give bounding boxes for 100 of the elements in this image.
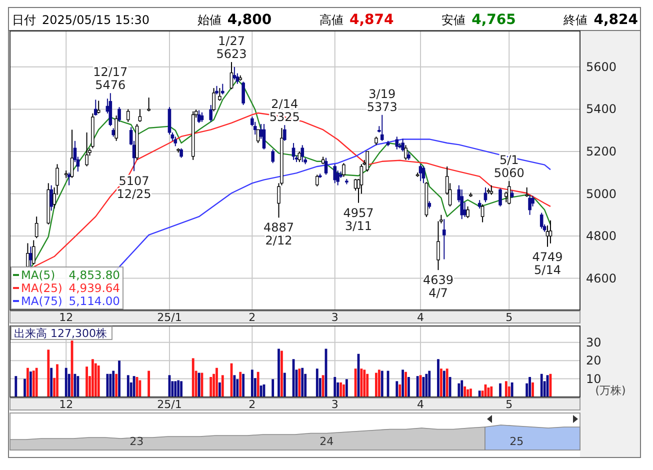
candlestick — [342, 162, 346, 178]
bar — [460, 380, 464, 397]
bar — [56, 364, 58, 397]
bar — [109, 374, 112, 397]
x-tick-label: 25/1 — [157, 398, 182, 411]
x-tick-label: 5 — [506, 311, 513, 324]
candlestick — [324, 157, 328, 176]
bar — [94, 363, 97, 397]
candlestick — [253, 121, 257, 136]
candlestick — [271, 148, 274, 164]
candlestick — [32, 240, 36, 266]
bar — [86, 366, 88, 397]
candlestick — [212, 88, 216, 112]
bar — [118, 360, 120, 397]
annotation: 3/19 5373 — [366, 86, 398, 114]
candlestick — [242, 81, 245, 106]
bar — [334, 376, 336, 397]
candlestick — [528, 194, 532, 216]
candlestick — [180, 148, 183, 158]
y-tick-label: 5600 — [586, 60, 617, 74]
candlestick — [85, 132, 88, 167]
annotation: 4957 3/11 — [343, 206, 374, 233]
candlestick — [114, 115, 118, 142]
text: 高値 4,874 — [319, 12, 394, 28]
bar — [442, 370, 446, 397]
candlestick — [401, 138, 404, 152]
bar — [91, 359, 94, 397]
candlestick — [300, 144, 304, 163]
candlestick — [460, 189, 464, 220]
bar — [97, 366, 100, 397]
candlestick — [108, 92, 112, 127]
x-tick-label: 12 — [59, 398, 74, 411]
bar — [242, 374, 245, 397]
bar — [64, 368, 68, 397]
candlestick — [218, 88, 222, 102]
bar — [470, 388, 472, 397]
x-tick-label: 2 — [248, 398, 256, 411]
bar — [298, 368, 301, 397]
bar — [345, 379, 348, 397]
bar — [316, 368, 318, 397]
x-tick-label: 4 — [417, 398, 424, 411]
bar — [24, 378, 26, 397]
y-tick-label: 5000 — [586, 186, 617, 201]
y-tick-label: 4600 — [586, 271, 617, 286]
bar — [342, 384, 345, 397]
bar — [148, 370, 150, 397]
bar — [14, 376, 18, 397]
bar — [466, 389, 469, 397]
annotation: 4749 5/14 — [532, 250, 563, 277]
candlestick — [126, 108, 130, 122]
bar — [398, 384, 402, 397]
candlestick — [209, 104, 212, 122]
bar — [35, 368, 38, 397]
candlestick — [197, 110, 201, 124]
candlestick — [118, 106, 121, 122]
bar — [126, 375, 130, 397]
bar — [437, 359, 440, 397]
bar — [425, 374, 428, 397]
candlestick — [422, 166, 426, 184]
bar — [532, 382, 534, 397]
bar — [301, 368, 304, 397]
candlestick — [316, 174, 319, 187]
x-tick-label: 24 — [320, 435, 334, 448]
candlestick — [490, 184, 494, 196]
candlestick — [256, 129, 260, 144]
x-tick-label: 3 — [331, 311, 338, 324]
y-tick-label: 4800 — [586, 229, 617, 244]
candlestick — [283, 124, 286, 142]
x-tick-label: 2 — [248, 311, 256, 324]
bar — [272, 379, 274, 397]
bar — [408, 376, 410, 397]
bar — [278, 348, 280, 397]
bar — [221, 375, 224, 397]
bar — [378, 370, 380, 397]
bar — [218, 382, 221, 397]
x-tick-label: 25 — [510, 435, 524, 448]
candlestick — [498, 188, 502, 207]
candlestick — [466, 206, 470, 219]
bar — [396, 381, 398, 397]
candlestick — [147, 97, 150, 112]
bar — [464, 386, 466, 397]
y-tick-label: 30 — [586, 335, 602, 350]
bar — [404, 372, 407, 397]
y-tick-label: 20 — [586, 354, 602, 368]
legend-label: MA(5) 4,853.80 — [21, 268, 120, 282]
bar — [280, 350, 283, 397]
bar — [26, 368, 29, 397]
bar — [115, 374, 118, 397]
bar — [366, 374, 369, 397]
bar — [428, 370, 431, 397]
bar — [448, 376, 452, 397]
bar — [76, 376, 80, 397]
candlestick — [540, 212, 544, 230]
annotation: 5/1 5060 — [494, 153, 524, 180]
text: 終値 4,824 — [562, 12, 638, 28]
bar — [177, 380, 180, 397]
annotation: 4639 4/7 — [422, 273, 454, 300]
candlestick — [525, 186, 528, 198]
candlestick — [200, 112, 204, 122]
bar — [322, 375, 324, 397]
